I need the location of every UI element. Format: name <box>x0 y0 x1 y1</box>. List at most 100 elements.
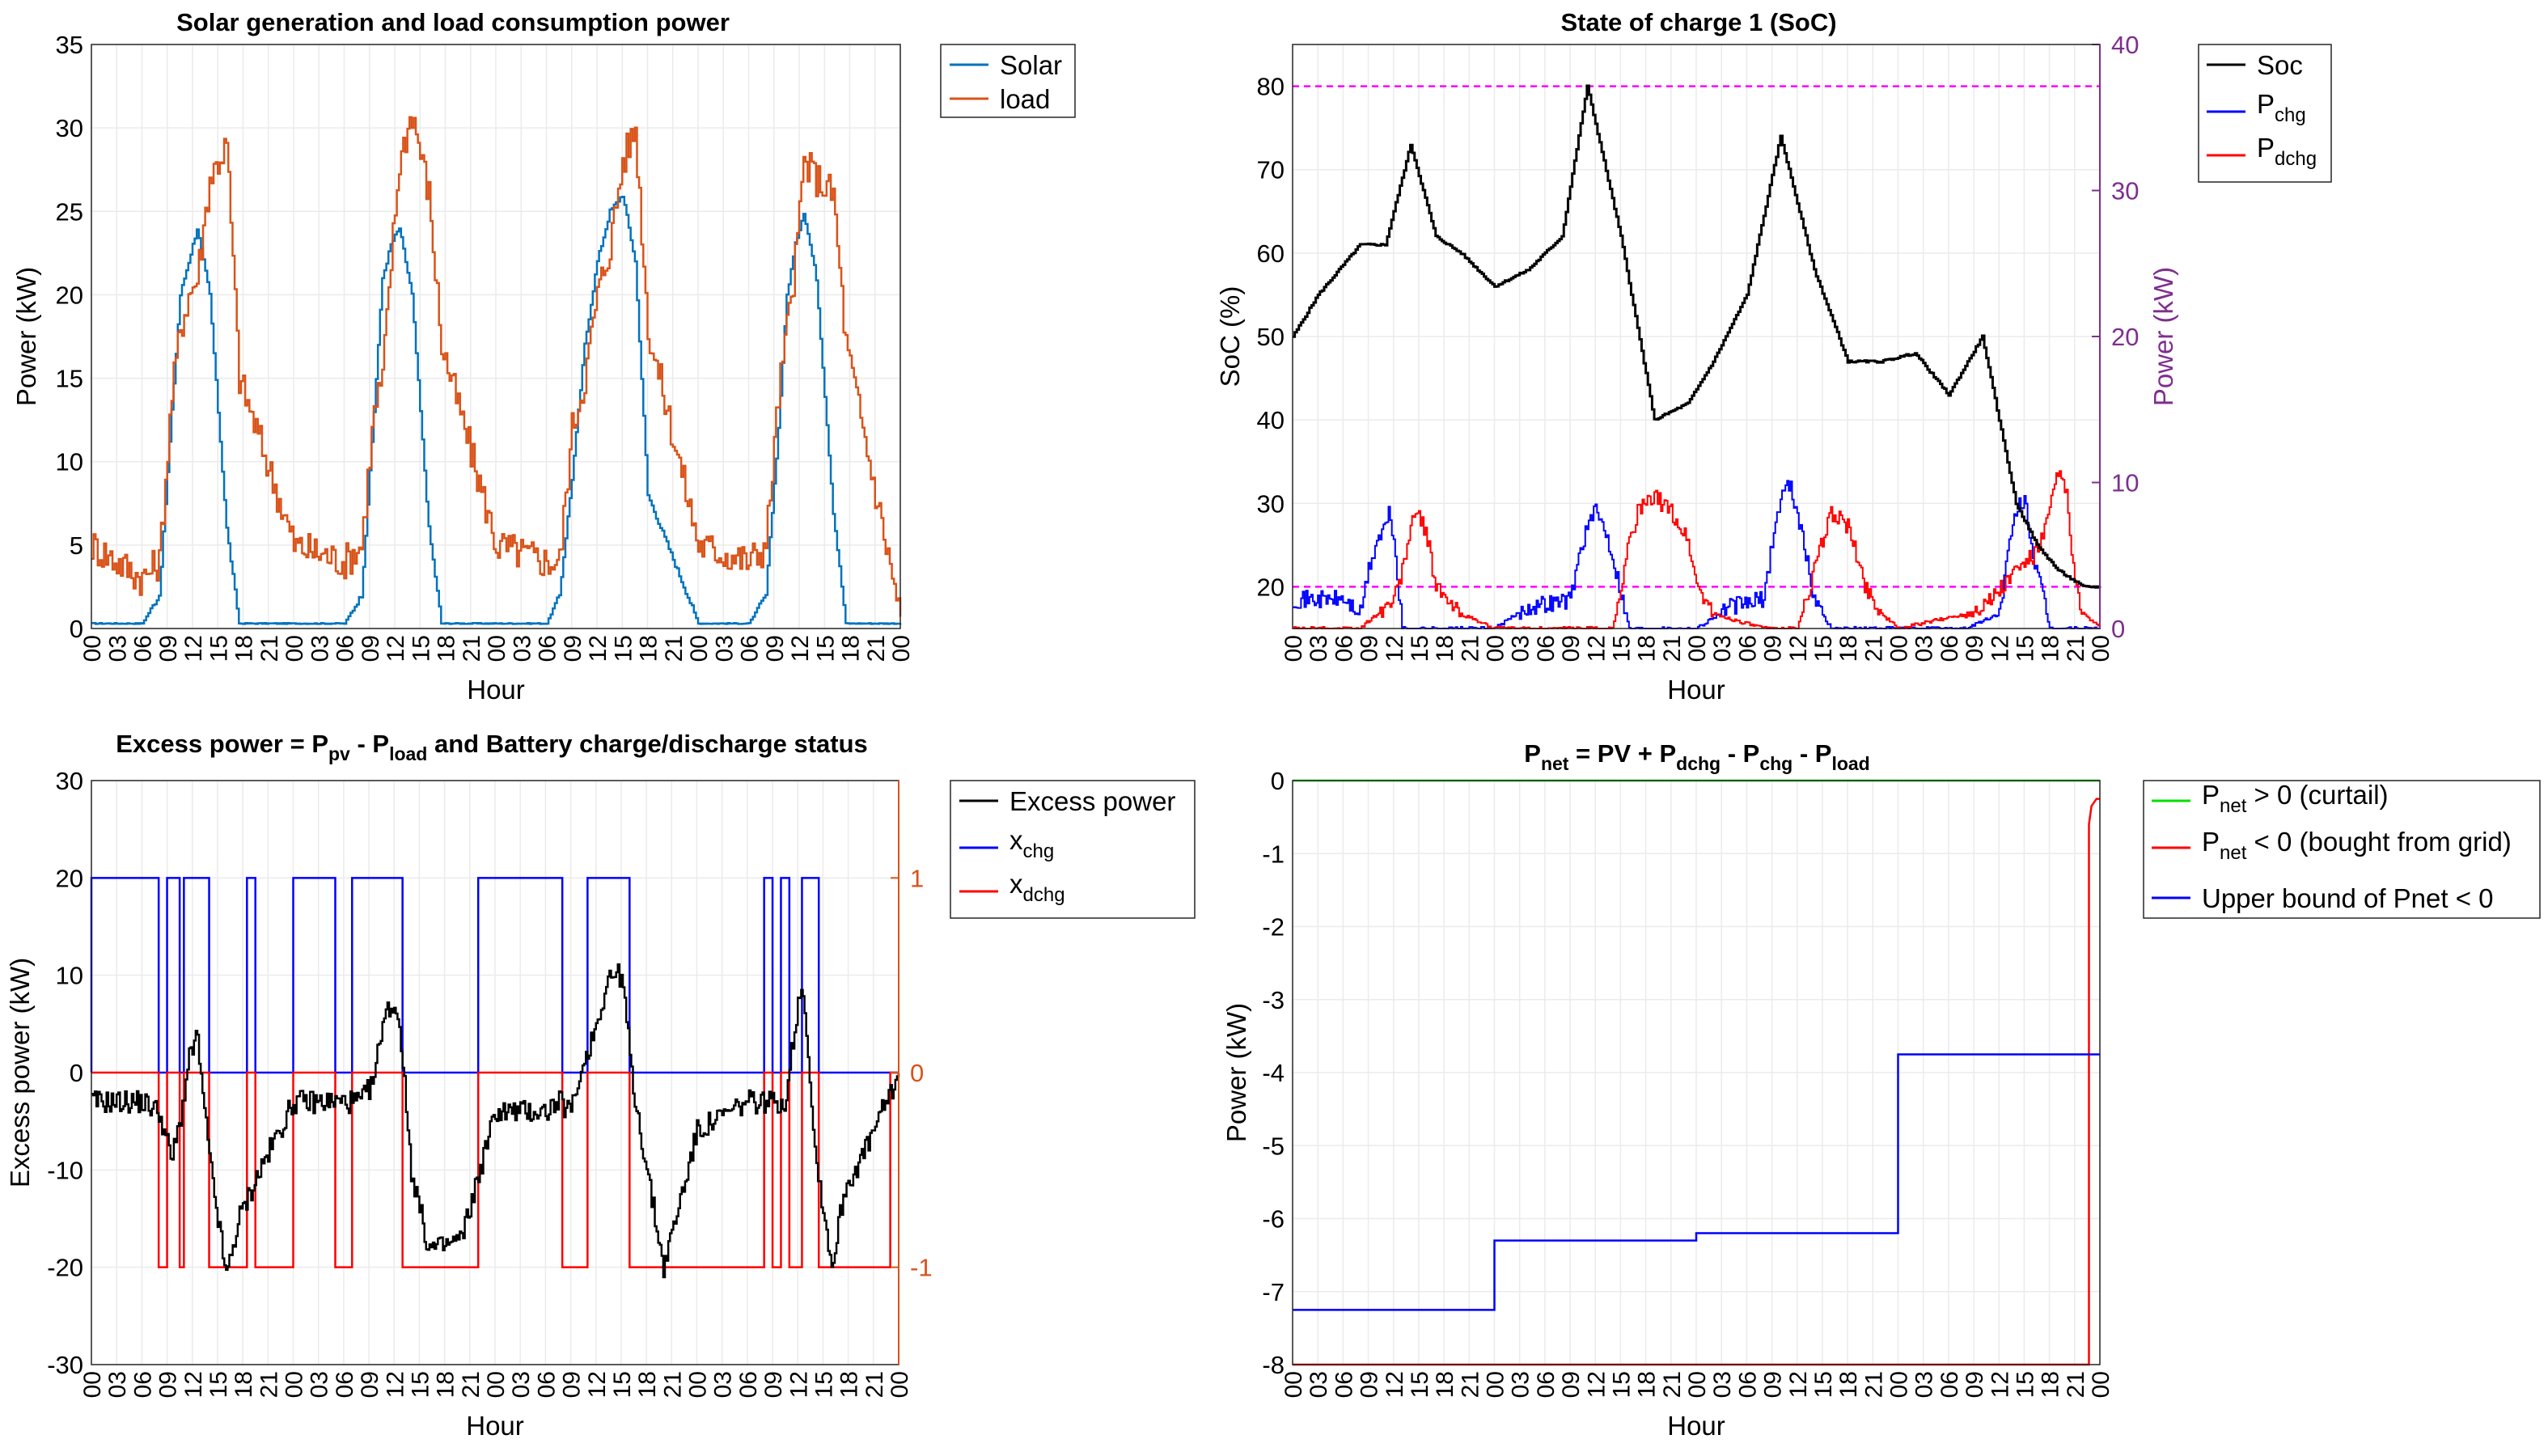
x-tick-label: 00 <box>484 635 510 662</box>
y-tick-label: 30 <box>56 114 83 142</box>
x-tick-label: 03 <box>1306 1371 1332 1398</box>
y-tick-label: -8 <box>1262 1351 1285 1379</box>
x-tick-label: 06 <box>1734 1371 1761 1398</box>
y-right-tick-label: 20 <box>2111 323 2139 351</box>
x-tick-labels: 0003060912151821000306091215182100030609… <box>79 635 915 662</box>
x-tick-label: 15 <box>2012 635 2038 662</box>
x-tick-label: 15 <box>812 635 839 662</box>
x-tick-label: 06 <box>129 1371 156 1398</box>
x-tick-label: 21 <box>661 635 688 662</box>
x-tick-label: 12 <box>1583 635 1610 662</box>
x-tick-label: 21 <box>256 635 283 662</box>
chart-title: Excess power = Ppv - Pload and Battery c… <box>116 730 868 764</box>
x-tick-label: 15 <box>1608 1371 1635 1398</box>
x-tick-label: 09 <box>358 635 384 662</box>
legend: Excess power xchg xdchg <box>950 780 1196 919</box>
x-tick-label: 12 <box>180 1371 207 1398</box>
series-line-soc <box>1293 84 2101 589</box>
x-tick-label: 18 <box>634 1371 661 1398</box>
y-tick-labels: 20 30 40 50 60 70 80 <box>1257 73 1285 602</box>
x-tick-label: 03 <box>1508 1371 1534 1398</box>
y-tick-label: -6 <box>1262 1205 1285 1234</box>
y-tick-label: -3 <box>1262 986 1285 1014</box>
status-line-xdchg <box>91 1071 899 1268</box>
x-tick-label: 12 <box>1583 1371 1610 1398</box>
x-tick-label: 15 <box>2012 1371 2038 1398</box>
y-axis-label: Power (kW) <box>11 267 41 406</box>
chart-soc: State of charge 1 (SoC) 0003060912151821… <box>1215 8 2332 705</box>
legend-label-curtail: Pnet > 0 (curtail) <box>2202 780 2389 817</box>
x-tick-label: 09 <box>559 1371 586 1398</box>
status-line-xchg <box>90 877 899 1074</box>
x-tick-label: 21 <box>1860 635 1887 662</box>
x-tick-label: 09 <box>760 1371 787 1398</box>
x-tick-label: 18 <box>1432 1371 1458 1398</box>
x-tick-label: 15 <box>205 1371 232 1398</box>
series-line-solar <box>91 195 902 625</box>
x-tick-label: 18 <box>1835 1371 1862 1398</box>
x-tick-label: 21 <box>659 1371 686 1398</box>
legend-label-solar: Solar <box>1000 50 1062 80</box>
x-tick-label: 18 <box>1432 635 1458 662</box>
grid <box>1292 44 2101 629</box>
x-tick-label: 06 <box>1331 1371 1357 1398</box>
y-tick-labels: 0 5 10 15 20 25 30 35 <box>56 31 83 643</box>
x-tick-label: 06 <box>130 635 157 662</box>
axes-box <box>1292 780 2101 1365</box>
x-tick-label: 21 <box>1457 635 1484 662</box>
x-tick-label: 03 <box>710 1371 737 1398</box>
y-tick-label: 60 <box>1257 239 1285 268</box>
legend: Soc Pchg Pdchg <box>2198 44 2332 183</box>
y-tick-labels: -30 -20 -10 0 10 20 30 <box>47 767 83 1379</box>
x-axis-label: Hour <box>1667 1411 1725 1441</box>
x-tick-label: 09 <box>1558 1371 1585 1398</box>
series-line-upper-bound <box>1293 1053 2100 1311</box>
x-tick-labels: 0003060912151821000306091215182100030609… <box>79 1371 913 1398</box>
x-tick-label: 03 <box>1709 635 1736 662</box>
y-tick-label: 20 <box>56 281 83 309</box>
x-tick-label: 21 <box>2063 1371 2089 1398</box>
x-tick-label: 03 <box>1709 1371 1736 1398</box>
x-tick-label: 18 <box>231 1371 257 1398</box>
y-tick-label: 20 <box>56 864 83 892</box>
x-tick-label: 09 <box>1962 1371 1988 1398</box>
x-tick-label: 18 <box>636 635 662 662</box>
y-right-tick-label: -1 <box>910 1254 933 1282</box>
x-tick-label: 12 <box>1987 1371 2013 1398</box>
x-tick-label: 21 <box>1860 1371 1887 1398</box>
x-tick-label: 15 <box>1407 1371 1433 1398</box>
y-tick-label: 35 <box>56 31 83 59</box>
y-tick-label: 50 <box>1257 323 1285 351</box>
legend-label-excess: Excess power <box>1009 786 1175 816</box>
x-tick-label: 03 <box>711 635 738 662</box>
x-tick-label: 09 <box>1558 635 1585 662</box>
x-tick-label: 15 <box>609 1371 636 1398</box>
x-tick-label: 03 <box>1911 635 1938 662</box>
x-tick-label: 09 <box>1357 1371 1383 1398</box>
legend-label-bought: Pnet < 0 (bought from grid) <box>2202 827 2512 864</box>
plot-area <box>90 877 900 1279</box>
x-tick-label: 06 <box>1936 635 1963 662</box>
y-tick-label: -30 <box>47 1351 83 1379</box>
y-axis-label: Excess power (kW) <box>5 958 35 1187</box>
x-tick-label: 09 <box>155 635 182 662</box>
legend-label-pchg: Pchg <box>2257 89 2306 126</box>
y-right-tick-label: 10 <box>2111 469 2139 497</box>
x-tick-label: 00 <box>483 1371 510 1398</box>
x-tick-label: 12 <box>382 1371 408 1398</box>
chart-solar-load: Solar generation and load consumption po… <box>11 8 1076 705</box>
x-tick-label: 00 <box>281 635 308 662</box>
x-tick-label: 00 <box>1886 635 1913 662</box>
x-tick-label: 12 <box>787 635 814 662</box>
x-tick-label: 18 <box>838 635 865 662</box>
chart-title: Pnet = PV + Pdchg - Pchg - Pload <box>1524 739 1869 774</box>
y-tick-label: -4 <box>1262 1059 1285 1087</box>
y-right-tick-label: 40 <box>2111 31 2139 59</box>
x-tick-label: 00 <box>1280 635 1307 662</box>
x-tick-label: 12 <box>180 635 207 662</box>
x-tick-label: 21 <box>1659 1371 1686 1398</box>
y-tick-label: 30 <box>1257 489 1285 518</box>
legend: Solar load <box>940 44 1076 118</box>
x-tick-labels: 0003060912151821000306091215182100030609… <box>1280 1371 2114 1398</box>
y-right-tick-label: 0 <box>2111 615 2125 643</box>
